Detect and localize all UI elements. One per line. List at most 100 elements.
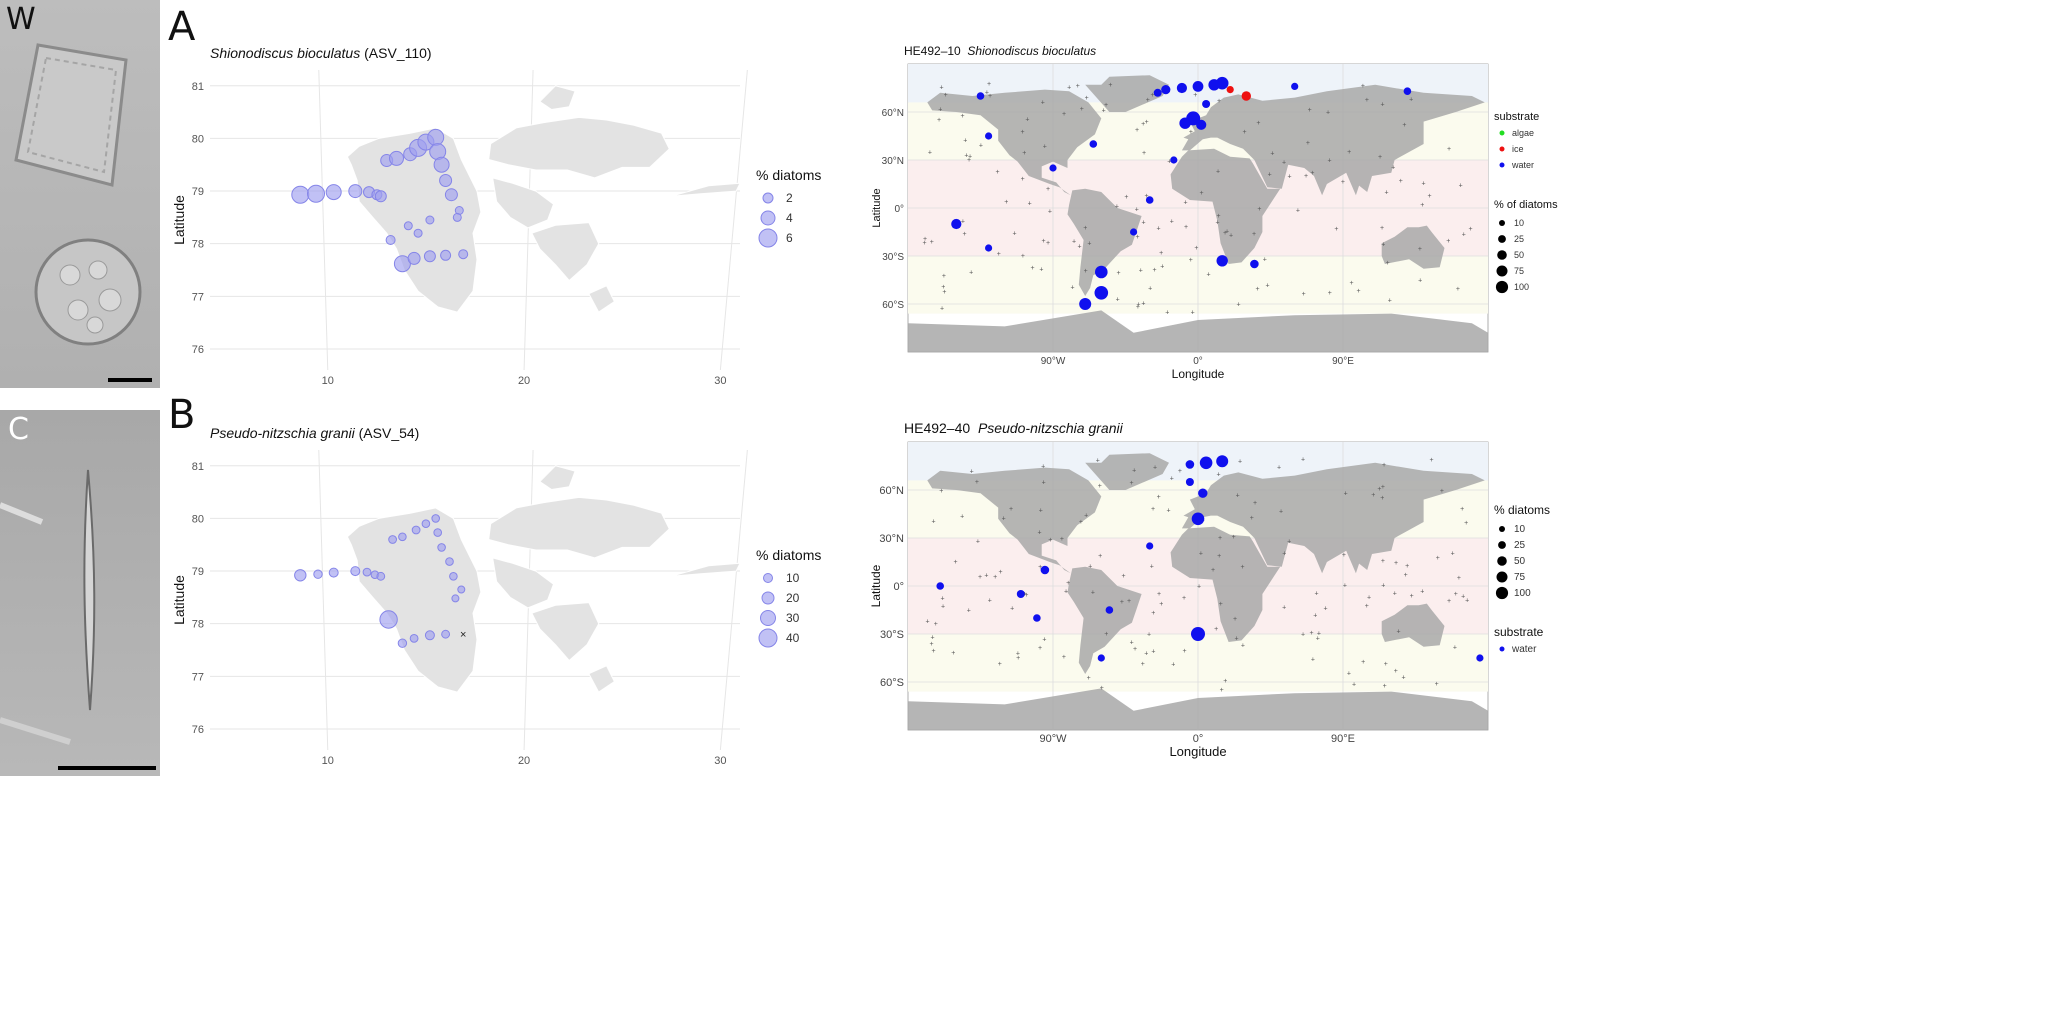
- chart-a-world-station-marker: +: [1328, 290, 1332, 297]
- chart-a-x-tick-label: 10: [322, 375, 334, 387]
- chart-a-world-station-marker: +: [923, 240, 927, 247]
- chart-a-world-station-marker: +: [1347, 149, 1351, 156]
- chart-b-data-point: [294, 569, 307, 582]
- chart-b-data-point: [433, 528, 443, 537]
- chart-b-world-station-marker: +: [1233, 616, 1237, 623]
- chart-b-world-continent: [1170, 526, 1281, 642]
- chart-a-world-station-marker: +: [1462, 231, 1466, 238]
- chart-b-world-station-marker: +: [1088, 563, 1092, 570]
- chart-a-legend-label: 2: [786, 191, 793, 205]
- chart-a-world-station-marker: +: [1216, 219, 1220, 226]
- chart-b-world-legend-size-label: 25: [1514, 540, 1526, 551]
- chart-a-world-station-marker: +: [961, 219, 965, 226]
- chart-a-world-data-point: [985, 244, 993, 252]
- chart-b-data-point: [328, 567, 339, 578]
- chart-b-world-station-marker: +: [1211, 567, 1215, 574]
- chart-b-legend-label: 40: [786, 631, 800, 645]
- chart-b-world-data-point: [1033, 614, 1041, 622]
- chart-a-land-polygon: [346, 127, 482, 313]
- chart-b-world-station-marker: +: [1147, 631, 1151, 638]
- chart-a-world-plot: ++++++++++++++++++++++++++++++++++++++++…: [871, 63, 1558, 381]
- chart-a-world-station-marker: +: [1402, 122, 1406, 129]
- chart-a-world-station-marker: +: [1193, 92, 1197, 99]
- chart-b-world-station-marker: +: [960, 514, 964, 521]
- chart-a-world-station-marker: +: [1167, 159, 1171, 166]
- chart-b-world-station-marker: +: [951, 650, 955, 657]
- chart-a-data-point: [307, 184, 325, 203]
- chart-b-world-station-marker: +: [1166, 508, 1170, 515]
- chart-a-world-station-marker: +: [1039, 267, 1043, 274]
- chart-a-world-data-point: [1095, 265, 1108, 279]
- chart-a-world-station-marker: +: [1139, 268, 1143, 275]
- chart-b-world-station-marker: +: [1365, 603, 1369, 610]
- chart-b-world-station-marker: +: [1084, 512, 1088, 519]
- chart-b-world-data-point: [1191, 512, 1205, 526]
- chart-b-world-station-marker: +: [1150, 563, 1154, 570]
- chart-b-world-station-marker: +: [1023, 591, 1027, 598]
- chart-b-data-point: [398, 532, 407, 542]
- chart-a-world-station-marker: +: [1087, 240, 1091, 247]
- chart-b-world-x-tick-label: 0°: [1193, 733, 1204, 745]
- chart-a-y-tick-label: 81: [192, 81, 204, 93]
- chart-a-world-legend-substrate-title: substrate: [1494, 111, 1539, 123]
- chart-b-world-station-marker: +: [1039, 508, 1043, 515]
- chart-a-world-station-marker: +: [961, 113, 965, 120]
- chart-b-world-station-marker: +: [929, 641, 933, 648]
- chart-a-world-legend-size-label: 10: [1514, 218, 1524, 228]
- chart-a-world-station-marker: +: [1341, 179, 1345, 186]
- chart-a-world-station-marker: +: [940, 306, 944, 313]
- chart-b-world-station-marker: +: [1454, 591, 1458, 598]
- chart-b-x-tick-label: 20: [518, 755, 530, 767]
- chart-b-legend-label: 10: [786, 571, 800, 585]
- chart-b-world-y-tick-label: 60°S: [880, 677, 904, 689]
- chart-b-world-station-marker: +: [1313, 613, 1317, 620]
- chart-a-world-x-tick-label: 0°: [1193, 356, 1203, 367]
- chart-b-world-station-marker: +: [1381, 558, 1385, 565]
- chart-b-world-station-marker: +: [988, 597, 992, 604]
- chart-a-world-legend-substrate-label: ice: [1512, 144, 1524, 154]
- chart-a-world-data-point: [951, 218, 962, 230]
- chart-b-world-y-tick-label: 60°N: [879, 485, 904, 497]
- chart-b-data-point: [409, 634, 419, 643]
- chart-a-world-continent: [1170, 148, 1281, 264]
- chart-a-world-station-marker: +: [1428, 193, 1432, 200]
- chart-b-world-legend-size-key: [1496, 571, 1508, 583]
- chart-b-gridline-v: [719, 449, 748, 751]
- chart-a-world-station-marker: +: [942, 273, 946, 280]
- chart-a-world-station-marker: +: [985, 89, 989, 96]
- chart-a-land-polygon: [539, 85, 576, 111]
- chart-b-world-station-marker: +: [1253, 500, 1257, 507]
- chart-a-world-y-tick-label: 0°: [894, 204, 904, 215]
- chart-a-world-station-marker: +: [1287, 173, 1291, 180]
- chart-a-world-station-marker: +: [1243, 129, 1247, 136]
- chart-b-world-legend-size-key: [1497, 556, 1507, 566]
- chart-b-world-station-marker: +: [1038, 564, 1042, 571]
- chart-b-world-station-marker: +: [984, 572, 988, 579]
- chart-b-data-point: [451, 594, 460, 603]
- chart-a-world-station-marker: +: [1223, 230, 1227, 237]
- chart-a-world-station-marker: +: [1067, 85, 1071, 92]
- chart-a-data-point: [403, 221, 413, 231]
- chart-b-world-station-marker: +: [1133, 646, 1137, 653]
- chart-a-data-point: [413, 228, 423, 238]
- chart-a-world-title-species: Shionodiscus bioculatus: [967, 44, 1097, 58]
- chart-a-data-point: [291, 185, 310, 204]
- chart-a-world-data-point: [1291, 82, 1299, 90]
- chart-a-legend-label: 6: [786, 231, 793, 245]
- chart-a-world-station-marker: +: [1386, 260, 1390, 267]
- chart-a-world-station-marker: +: [1062, 111, 1066, 118]
- chart-a-world-station-marker: +: [1282, 160, 1286, 167]
- chart-b-land-polygon: [492, 557, 555, 609]
- chart-a-data-point: [348, 184, 363, 199]
- chart-b-world: HE492–40 Pseudo-nitzschia granii + + + + + + +…: [860, 418, 1560, 763]
- micrograph-pseudo-nitzschia: [0, 410, 160, 776]
- chart-b-land-polygon: [671, 562, 741, 577]
- chart-a-world-legend-substrate-label: algae: [1512, 128, 1534, 138]
- chart-a-world-station-marker: +: [942, 289, 946, 296]
- chart-b-world-station-marker: +: [1182, 648, 1186, 655]
- chart-b-data-point: [313, 569, 323, 579]
- chart-b-data-point: [379, 610, 398, 629]
- chart-a-world-station-marker: +: [1116, 296, 1120, 303]
- chart-b-world-station-marker: +: [1383, 683, 1387, 690]
- chart-a-world-station-marker: +: [1004, 199, 1008, 206]
